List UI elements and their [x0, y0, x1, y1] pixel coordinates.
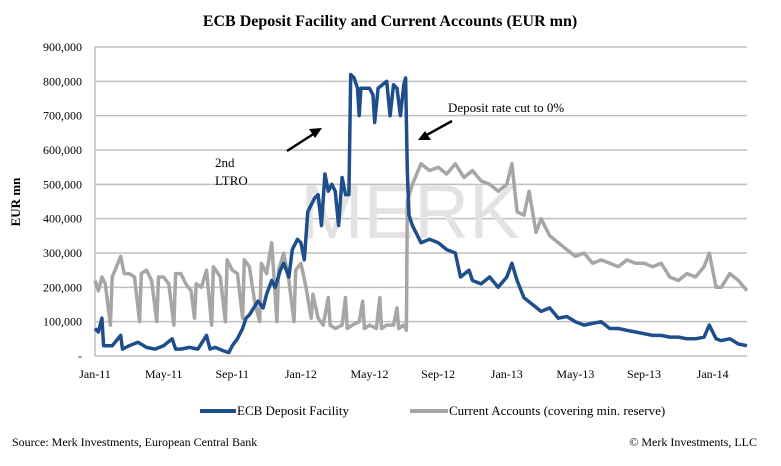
y-tick-label: 300,000	[43, 246, 82, 260]
source-note: Source: Merk Investments, European Centr…	[12, 435, 257, 449]
y-tick-label: 600,000	[43, 143, 82, 157]
x-tick-label: May-11	[145, 367, 183, 381]
y-tick-label: 800,000	[43, 74, 82, 88]
y-tick-label: -	[78, 349, 82, 363]
annotation-rate-cut: Deposit rate cut to 0%	[448, 100, 564, 115]
x-tick-label: Jan-14	[697, 367, 729, 381]
x-tick-label: May-13	[556, 367, 594, 381]
series-lines	[93, 72, 749, 355]
y-tick-label: 500,000	[43, 177, 82, 191]
y-axis-label: EUR mn	[8, 177, 23, 227]
series-line-current-accounts	[93, 161, 749, 333]
arrow-icon-ltro	[286, 128, 322, 153]
y-tick-label: 700,000	[43, 109, 82, 123]
chart-title: ECB Deposit Facility and Current Account…	[203, 13, 577, 30]
y-tick-label: 200,000	[43, 280, 82, 294]
x-axis-ticks: Jan-11 May-11 Sep-11 Jan-12 May-12 Sep-12 Jan-…	[79, 367, 728, 381]
gridlines	[94, 46, 747, 357]
annotation-ltro-line2: LTRO	[215, 173, 248, 188]
y-axis-ticks: - 100,000 200,000 300,000 400,000 500,000 600,…	[43, 40, 82, 363]
y-tick-label: 400,000	[43, 212, 82, 226]
x-tick-label: Jan-12	[285, 367, 317, 381]
x-tick-label: Sep-13	[627, 367, 661, 381]
y-tick-label: 100,000	[43, 315, 82, 329]
copyright: © Merk Investments, LLC	[629, 435, 757, 449]
legend: ECB Deposit Facility Current Accounts (c…	[200, 403, 665, 418]
x-tick-label: May-12	[351, 367, 389, 381]
annotation-ltro-line1: 2nd	[215, 155, 235, 170]
x-tick-label: Sep-12	[421, 367, 455, 381]
y-tick-label: 900,000	[43, 40, 82, 54]
arrow-icon-rate-cut	[418, 119, 453, 140]
legend-label-deposit: ECB Deposit Facility	[237, 403, 349, 418]
series-line-deposit-facility	[93, 72, 748, 355]
legend-label-current: Current Accounts (covering min. reserve)	[449, 403, 665, 418]
x-tick-label: Sep-11	[215, 367, 249, 381]
x-tick-label: Jan-11	[79, 367, 111, 381]
x-tick-label: Jan-13	[491, 367, 523, 381]
